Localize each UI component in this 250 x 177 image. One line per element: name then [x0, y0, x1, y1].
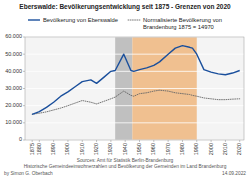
x-tick — [211, 140, 212, 142]
grid-line — [25, 88, 244, 89]
plot-frame — [25, 37, 244, 140]
x-tick-label: 2010 — [222, 143, 228, 155]
x-tick — [125, 140, 126, 142]
y-tick-label: 40.000 — [5, 68, 22, 74]
x-tick-label: 1920 — [93, 143, 99, 155]
grid-line — [25, 122, 244, 123]
y-tick — [23, 140, 25, 141]
author-note: by Simon G. Oberbach — [4, 171, 53, 176]
x-tick — [110, 140, 111, 142]
legend-label-line: Normalisierte Bevölkerung von — [143, 17, 222, 23]
x-tick — [168, 140, 169, 142]
x-tick-label: 1875 — [29, 143, 35, 155]
y-tick — [23, 37, 25, 38]
x-tick — [32, 140, 33, 142]
date-note: 14.09.2022 — [222, 171, 246, 176]
x-tick-label: 1990 — [193, 143, 199, 155]
x-tick-label: 2000 — [208, 143, 214, 155]
chart: Eberswalde: Bevölkerungsentwicklung seit… — [0, 0, 250, 177]
series-line — [32, 90, 240, 114]
x-tick-label: 1930 — [107, 143, 113, 155]
legend-label-line: Bevölkerung von Eberswalde — [43, 17, 118, 23]
legend-item: Normalisierte Bevölkerung vonBrandenburg… — [128, 17, 222, 30]
plot-marks — [25, 37, 244, 140]
y-tick-label: 60.000 — [5, 33, 22, 39]
x-tick-label: 1970 — [165, 143, 171, 155]
source-note: Sources: Amt für Statistik Berlin-Brande… — [77, 158, 174, 163]
grid-line — [25, 105, 244, 106]
x-tick — [182, 140, 183, 142]
x-tick-label: 1880 — [36, 143, 42, 155]
y-tick-label: 0 — [19, 136, 22, 142]
legend-swatch — [28, 19, 40, 20]
x-tick — [82, 140, 83, 142]
x-tick-label: 2020 — [236, 143, 242, 155]
legend-item: Bevölkerung von Eberswalde — [28, 17, 118, 23]
x-tick — [67, 140, 68, 142]
x-tick-label: 1940 — [122, 143, 128, 155]
x-tick-label: 1950 — [136, 143, 142, 155]
legend: Bevölkerung von Eberswalde Normalisierte … — [28, 17, 222, 30]
y-tick — [23, 122, 25, 123]
plot-area — [25, 37, 244, 140]
legend-swatch — [128, 20, 140, 21]
y-tick-label: 50.000 — [5, 51, 22, 57]
x-tick-label: 1900 — [64, 143, 70, 155]
x-tick — [196, 140, 197, 142]
legend-label-line: Brandenburg 1875 = 14970 — [143, 24, 214, 30]
y-tick — [23, 105, 25, 106]
source-note: Historische Gemeindeeinwohnerzahlen und … — [24, 164, 227, 169]
title: Eberswalde: Bevölkerungsentwicklung seit… — [19, 3, 231, 11]
y-tick — [23, 71, 25, 72]
y-tick — [23, 54, 25, 55]
x-tick — [153, 140, 154, 142]
x-tick — [39, 140, 40, 142]
x-tick — [225, 140, 226, 142]
x-tick — [139, 140, 140, 142]
x-tick — [53, 140, 54, 142]
series-line — [32, 46, 240, 115]
y-tick-label: 10.000 — [5, 119, 22, 125]
grid-line — [25, 54, 244, 55]
legend-label: Normalisierte Bevölkerung vonBrandenburg… — [143, 17, 222, 30]
x-tick — [239, 140, 240, 142]
y-tick — [23, 88, 25, 89]
x-tick — [96, 140, 97, 142]
x-tick-label: 1980 — [179, 143, 185, 155]
legend-label: Bevölkerung von Eberswalde — [43, 17, 118, 23]
x-tick-label: 1910 — [79, 143, 85, 155]
x-tick-label: 1890 — [50, 143, 56, 155]
y-tick-label: 30.000 — [5, 85, 22, 91]
y-tick-label: 20.000 — [5, 102, 22, 108]
x-tick-label: 1960 — [150, 143, 156, 155]
